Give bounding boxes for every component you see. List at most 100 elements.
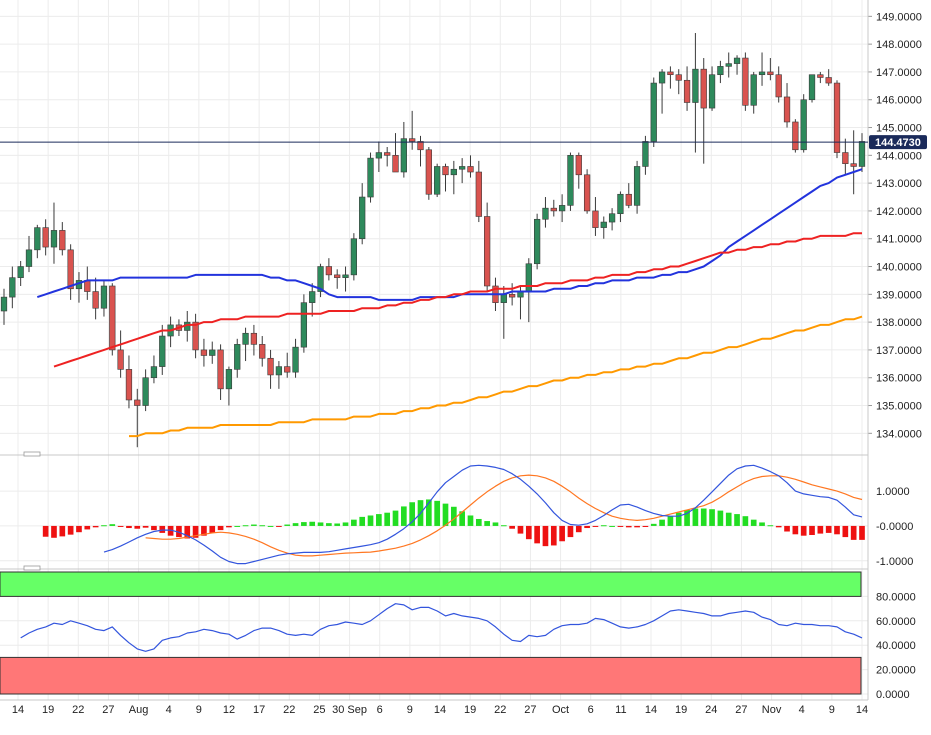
candle-body [284, 366, 291, 373]
price-y-tick-label: 144.0000 [876, 150, 922, 162]
x-tick-label: 12 [223, 704, 235, 716]
macd-histogram-bar [725, 512, 732, 526]
candle-body [650, 82, 657, 142]
candle-body [567, 155, 574, 206]
macd-histogram-bar [92, 525, 99, 528]
macd-histogram-bar [442, 503, 449, 526]
candle-body [234, 344, 241, 370]
candle-body [409, 138, 416, 142]
price-y-tick-label: 136.0000 [876, 373, 922, 385]
price-y-tick-label: 140.0000 [876, 262, 922, 274]
macd-histogram-bar [692, 508, 699, 526]
candle-body [808, 74, 816, 101]
macd-histogram-bar [301, 522, 307, 526]
macd-histogram-bar [401, 506, 407, 526]
candle-body [725, 63, 732, 67]
candle-body [658, 71, 666, 84]
macd-histogram-bar [675, 512, 682, 526]
candle-body [783, 96, 791, 123]
sma100-line [53, 232, 862, 368]
candle-body [825, 77, 832, 84]
macd-histogram-bar [101, 525, 107, 527]
rsi-y-tick-label: 20.0000 [876, 665, 916, 677]
candle-body [267, 357, 274, 376]
candle-body [467, 166, 474, 173]
x-tick-label: 19 [675, 704, 687, 716]
macd-histogram-bar [792, 525, 799, 535]
macd-histogram-bar [850, 525, 857, 540]
candle-body [292, 346, 299, 373]
macd-histogram-bar [567, 525, 574, 538]
macd-histogram-bar [351, 519, 357, 526]
candle-body [600, 221, 607, 228]
x-tick-label: 22 [494, 704, 506, 716]
axes: 14 19 22 27 Aug 4 9 12 17 22 25 30 Sep 6 9 14 19 22 27 Oct… [12, 11, 922, 716]
x-tick-label: 14 [856, 704, 868, 716]
macd-histogram-bar [142, 525, 149, 528]
macd-histogram-bar [559, 525, 565, 542]
macd-histogram-bar [742, 516, 749, 526]
candle-body [150, 366, 158, 379]
macd-signal-line [145, 474, 863, 557]
x-tick-label: 27 [735, 704, 747, 716]
macd-histogram-bar [484, 521, 490, 526]
macd-histogram-bar [184, 525, 191, 539]
candle-body [633, 166, 641, 206]
price-y-tick-label: 147.0000 [876, 67, 922, 79]
price-y-tick-label: 134.0000 [876, 428, 922, 440]
candle-body [558, 205, 566, 212]
macd-histogram-bar [251, 524, 257, 526]
candle-body [575, 155, 582, 176]
candle-body [525, 263, 532, 292]
candle-body [792, 121, 799, 151]
candle-body [317, 266, 324, 292]
macd-histogram-bar [201, 525, 207, 536]
candle-body [858, 141, 866, 167]
macd-histogram-bar [750, 519, 757, 526]
candle-body [692, 68, 699, 103]
macd-histogram-bar [176, 525, 182, 538]
sma50-line [36, 168, 863, 301]
x-tick-label: 19 [42, 704, 54, 716]
macd-resize-handle[interactable] [23, 451, 41, 457]
macd-histogram-bar [550, 525, 557, 546]
candle-body [400, 138, 407, 173]
candle-body [484, 216, 491, 287]
price-y-tick-label: 142.0000 [876, 206, 922, 218]
macd-histogram-bar [800, 525, 807, 536]
candle-body [192, 321, 199, 351]
candle-body [250, 332, 258, 345]
candle-body [59, 230, 66, 251]
macd-histogram-bar [475, 518, 482, 526]
candle-body [100, 285, 108, 309]
candle-body [367, 157, 374, 198]
macd-y-tick-label: -1.0000 [876, 556, 913, 568]
macd-histogram-bar [659, 519, 665, 526]
rsi-y-tick-label: 40.0000 [876, 640, 916, 652]
rsi-line [20, 603, 863, 652]
rsi-y-tick-label: 0.0000 [876, 689, 910, 701]
macd-histogram-bar [759, 522, 765, 526]
macd-histogram-bar [734, 514, 740, 526]
price-y-tick-label: 135.0000 [876, 401, 922, 413]
candle-body [583, 174, 591, 212]
macd-histogram-bar [784, 525, 790, 532]
candle-body [459, 166, 466, 170]
candle-body [142, 377, 149, 406]
macd-histogram-bar [684, 509, 690, 526]
candle-body [9, 277, 16, 298]
candle-body [134, 399, 141, 406]
candle-body [159, 335, 166, 367]
candle-body [442, 166, 449, 176]
x-tick-label: 22 [72, 704, 84, 716]
macd-histogram-bar [600, 525, 607, 527]
macd-histogram-bar [134, 525, 141, 529]
price-y-tick-label: 138.0000 [876, 317, 922, 329]
rsi-resize-handle[interactable] [23, 565, 41, 571]
candle-body [117, 349, 124, 370]
rsi-y-tick-label: 60.0000 [876, 616, 916, 628]
candle-body [550, 207, 557, 212]
candle-body [617, 193, 624, 215]
macd-histogram-bar [542, 525, 549, 547]
macd-histogram-bar [51, 525, 57, 538]
